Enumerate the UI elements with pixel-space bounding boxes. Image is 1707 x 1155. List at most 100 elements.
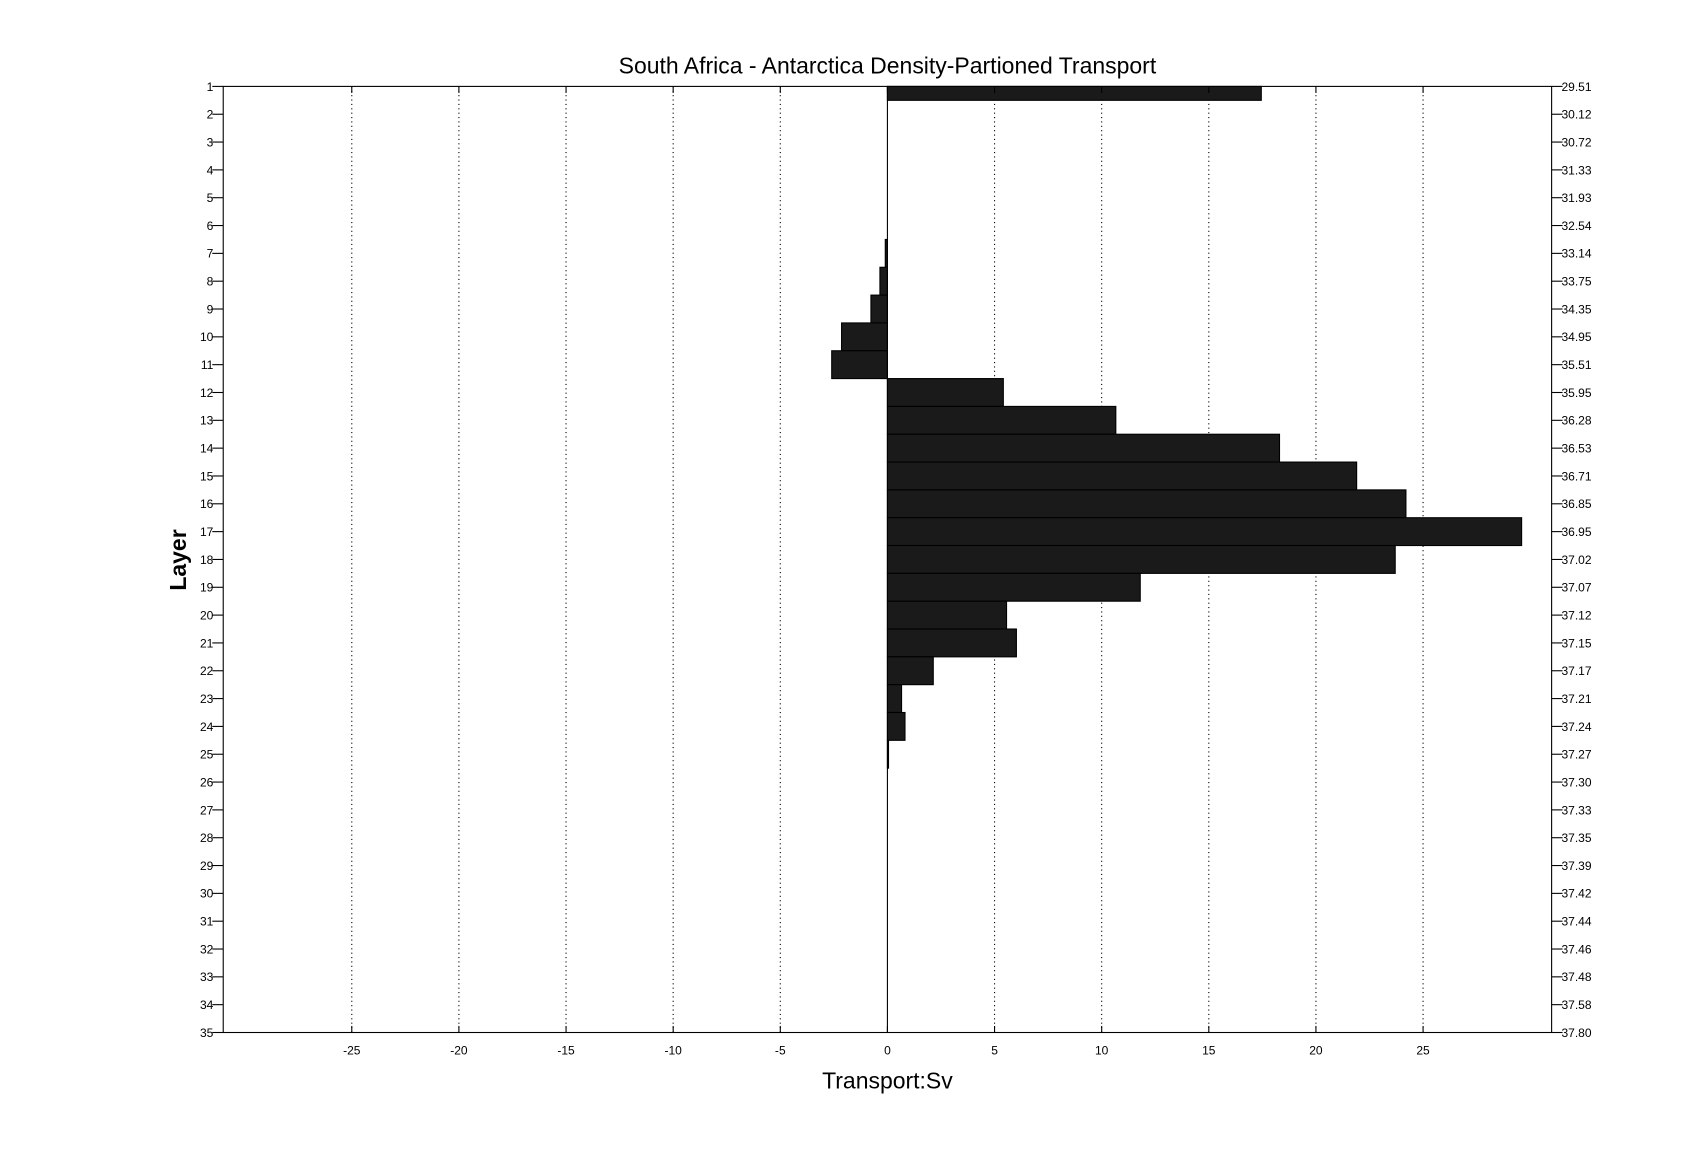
bar-layer-24 xyxy=(886,711,906,741)
x-tick-label: -15 xyxy=(557,1043,575,1057)
y-tick-label-right: 36.28 xyxy=(1561,414,1591,428)
x-tick-label: -10 xyxy=(664,1043,682,1057)
bar-layer-20 xyxy=(886,600,1008,630)
y-tick-label-right: 37.07 xyxy=(1561,581,1591,595)
x-tick-label: 0 xyxy=(884,1043,891,1057)
y-tick-label: 27 xyxy=(200,803,214,817)
y-tick-label-right: 31.33 xyxy=(1561,163,1591,177)
y-tick-label-right: 37.42 xyxy=(1561,887,1591,901)
y-axis-label: Layer xyxy=(165,529,191,590)
x-tick-label: 25 xyxy=(1416,1043,1430,1057)
y-tick-label: 12 xyxy=(200,386,214,400)
y-tick-label: 29 xyxy=(200,859,214,873)
y-tick-label-right: 37.30 xyxy=(1561,775,1591,789)
y-tick-label: 16 xyxy=(200,497,214,511)
bar-layer-9 xyxy=(870,294,888,324)
y-tick-label-right: 37.39 xyxy=(1561,859,1591,873)
x-tick-label: -25 xyxy=(343,1043,361,1057)
y-tick-label: 8 xyxy=(207,275,214,289)
y-tick-label-right: 37.27 xyxy=(1561,748,1591,762)
bar-layer-19 xyxy=(886,572,1141,602)
y-tick-label: 33 xyxy=(200,970,214,984)
y-tick-label-right: 30.72 xyxy=(1561,135,1591,149)
y-tick-label: 23 xyxy=(200,692,214,706)
bar-layer-22 xyxy=(886,656,934,686)
y-tick-label-right: 37.44 xyxy=(1561,915,1591,929)
y-tick-label: 15 xyxy=(200,469,214,483)
bar-layer-10 xyxy=(841,322,888,352)
ticks: -25 -20 -15 -10 -5 0 5 10 15 20 25 1 29.51 2 30.12 3 30.… xyxy=(200,80,1592,1058)
y-tick-label: 30 xyxy=(200,887,214,901)
bar-layer-21 xyxy=(886,628,1017,658)
y-tick-label-right: 34.35 xyxy=(1561,302,1591,316)
y-tick-label: 28 xyxy=(200,831,214,845)
y-tick-label: 4 xyxy=(207,163,214,177)
y-tick-label: 32 xyxy=(200,942,214,956)
y-tick-label-right: 37.24 xyxy=(1561,720,1591,734)
y-tick-label-right: 37.48 xyxy=(1561,970,1591,984)
y-tick-label-right: 37.33 xyxy=(1561,803,1591,817)
y-tick-label-right: 37.80 xyxy=(1561,1026,1591,1040)
y-tick-label-right: 29.51 xyxy=(1561,80,1591,94)
x-tick-label: 15 xyxy=(1202,1043,1216,1057)
y-tick-label-right: 37.17 xyxy=(1561,664,1591,678)
y-tick-label-right: 36.71 xyxy=(1561,469,1591,483)
y-tick-label: 21 xyxy=(200,636,214,650)
bar-layer-14 xyxy=(886,433,1281,463)
y-tick-label: 18 xyxy=(200,553,214,567)
y-tick-label: 22 xyxy=(200,664,214,678)
x-tick-label: 5 xyxy=(991,1043,998,1057)
y-tick-label-right: 36.95 xyxy=(1561,525,1591,539)
y-tick-label-right: 35.51 xyxy=(1561,358,1591,372)
y-tick-label: 13 xyxy=(200,414,214,428)
y-tick-label: 26 xyxy=(200,775,214,789)
y-tick-label: 19 xyxy=(200,581,214,595)
y-tick-label-right: 37.21 xyxy=(1561,692,1591,706)
y-tick-label-right: 37.46 xyxy=(1561,942,1591,956)
y-tick-label: 3 xyxy=(207,135,214,149)
y-tick-label-right: 37.35 xyxy=(1561,831,1591,845)
y-tick-label-right: 32.54 xyxy=(1561,219,1591,233)
bar-layer-16 xyxy=(886,489,1407,519)
y-tick-label: 10 xyxy=(200,330,214,344)
bar-layer-11 xyxy=(831,350,888,380)
y-tick-label: 20 xyxy=(200,608,214,622)
x-tick-label: 10 xyxy=(1095,1043,1109,1057)
x-tick-label: -20 xyxy=(450,1043,468,1057)
y-tick-label: 2 xyxy=(207,108,214,122)
bar-layer-1 xyxy=(886,85,1262,101)
y-tick-label: 1 xyxy=(207,80,214,94)
y-tick-label: 24 xyxy=(200,720,214,734)
y-tick-label-right: 34.95 xyxy=(1561,330,1591,344)
x-tick-label: -5 xyxy=(775,1043,786,1057)
x-tick-label: 20 xyxy=(1309,1043,1323,1057)
x-axis-label: Transport:Sv xyxy=(822,1067,953,1093)
bar-layer-12 xyxy=(886,378,1004,407)
y-tick-label: 9 xyxy=(207,302,214,316)
y-tick-label: 35 xyxy=(200,1026,214,1040)
chart-title: South Africa - Antarctica Density-Partio… xyxy=(619,52,1157,78)
y-tick-label-right: 37.12 xyxy=(1561,608,1591,622)
y-tick-label: 6 xyxy=(207,219,214,233)
y-tick-label-right: 37.58 xyxy=(1561,998,1591,1012)
bar-layer-18 xyxy=(886,544,1396,574)
bar-layer-23 xyxy=(886,684,903,714)
y-tick-label: 11 xyxy=(201,358,214,372)
y-tick-label-right: 37.15 xyxy=(1561,636,1591,650)
bar-layer-17 xyxy=(886,517,1523,547)
y-tick-label: 25 xyxy=(200,748,214,762)
y-tick-label-right: 36.53 xyxy=(1561,442,1591,456)
y-tick-label-right: 37.02 xyxy=(1561,553,1591,567)
bar-layer-15 xyxy=(886,461,1358,491)
y-tick-label: 14 xyxy=(200,442,214,456)
y-tick-label: 31 xyxy=(200,915,214,929)
bar-layer-8 xyxy=(879,266,888,296)
y-tick-label: 7 xyxy=(207,247,214,261)
y-tick-label-right: 30.12 xyxy=(1561,108,1591,122)
y-tick-label-right: 36.85 xyxy=(1561,497,1591,511)
y-tick-label-right: 33.14 xyxy=(1561,247,1591,261)
y-tick-label-right: 35.95 xyxy=(1561,386,1591,400)
y-tick-label-right: 31.93 xyxy=(1561,191,1591,205)
bar-layer-13 xyxy=(886,405,1117,435)
